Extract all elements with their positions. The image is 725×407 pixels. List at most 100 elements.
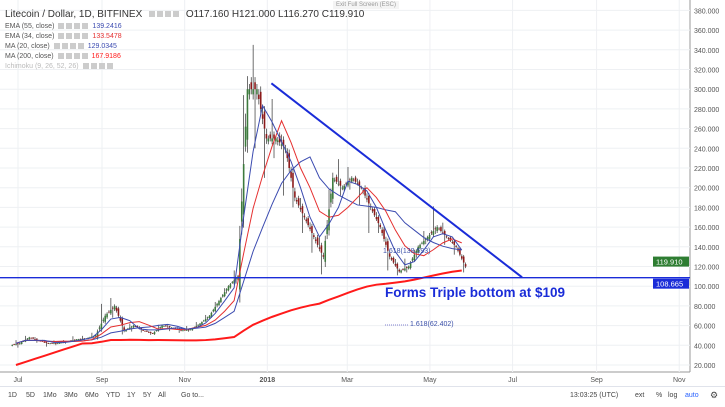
candle-body — [130, 326, 133, 328]
candle-body — [352, 179, 355, 181]
candle-body — [239, 238, 241, 290]
candle-body — [261, 114, 264, 119]
candle-body — [379, 224, 382, 228]
indicator-label[interactable]: MA (20, close) — [5, 43, 50, 50]
candle-body — [58, 342, 61, 344]
candle-body — [277, 140, 279, 142]
indicator-row: EMA (34, close) 133.5478 — [5, 32, 364, 42]
indicator-label[interactable]: Ichimoku (9, 26, 52, 26) — [5, 63, 79, 70]
settings-gear-icon[interactable]: ⚙ — [710, 390, 719, 400]
indicator-buttons[interactable] — [58, 33, 89, 40]
indicator-label[interactable]: EMA (34, close) — [5, 33, 55, 40]
candle-body — [381, 229, 383, 234]
price-chart[interactable]: 20.000 40.000 60.000 80.000 100.000 120.000 14… — [0, 0, 725, 386]
indicator-buttons[interactable] — [58, 23, 89, 30]
candle-body — [273, 134, 275, 139]
candle-body — [17, 343, 19, 345]
symbol-buttons[interactable] — [149, 11, 180, 18]
candle-body — [419, 244, 421, 249]
goto-button[interactable]: Go to... — [181, 392, 204, 399]
indicator-row: EMA (55, close) 139.2416 — [5, 22, 364, 32]
range-ytd[interactable]: YTD — [106, 392, 120, 399]
candle-body — [45, 341, 48, 343]
y-tick-label: 20.000 — [694, 363, 716, 370]
candle-body — [316, 237, 319, 245]
candle-body — [396, 263, 399, 269]
candle-body — [354, 177, 357, 182]
chart-legend: Litecoin / Dollar, 1D, BITFINEX O117.160… — [5, 9, 364, 72]
y-tick-label: 300.000 — [694, 87, 719, 94]
range-1d[interactable]: 1D — [8, 392, 17, 399]
candle-body — [235, 278, 237, 280]
candle-body — [244, 126, 247, 147]
candle-body — [294, 191, 296, 198]
candle-body — [115, 307, 118, 311]
candle-body — [72, 340, 74, 341]
candle-body — [94, 335, 97, 337]
candle-body — [339, 180, 342, 186]
symbol-title[interactable]: Litecoin / Dollar, 1D, BITFINEX — [5, 9, 143, 20]
candle-body — [180, 330, 182, 332]
y-tick-label: 220.000 — [694, 166, 719, 173]
range-5d[interactable]: 5D — [26, 392, 35, 399]
ext-toggle[interactable]: ext — [635, 392, 645, 399]
candle-body — [301, 206, 304, 214]
exit-fullscreen-hint[interactable]: Exit Full Screen (ESC) — [333, 1, 400, 9]
candle-body — [212, 309, 215, 312]
candle-body — [96, 331, 99, 338]
bottom-toolbar: 1D 5D 1Mo 3Mo 6Mo YTD 1Y 5Y All Go to...… — [0, 386, 725, 404]
x-tick-label: Nov — [673, 377, 686, 384]
candle-body — [385, 241, 387, 245]
indicator-label[interactable]: MA (200, close) — [5, 53, 54, 60]
candle-body — [434, 228, 437, 230]
candle-body — [148, 332, 150, 333]
candle-body — [387, 241, 389, 251]
ohlc-high: H121.000 — [231, 9, 276, 20]
fib-label-2: 1.618(62.402) — [410, 321, 454, 328]
candle-body — [402, 269, 404, 270]
candle-body — [426, 236, 429, 241]
indicator-buttons[interactable] — [82, 63, 113, 70]
percent-toggle[interactable]: % — [656, 392, 663, 399]
range-3mo[interactable]: 3Mo — [64, 392, 78, 399]
candle-body — [218, 300, 220, 306]
candle-body — [297, 198, 300, 206]
candle-body — [299, 207, 302, 210]
candle-body — [252, 89, 254, 95]
auto-toggle[interactable]: auto — [685, 392, 699, 399]
range-1mo[interactable]: 1Mo — [43, 392, 57, 399]
log-toggle[interactable]: log — [668, 392, 678, 399]
candle-body — [229, 284, 232, 288]
candle-body — [394, 263, 397, 266]
indicator-list: EMA (55, close) 139.2416 EMA (34, close) 13… — [5, 22, 364, 72]
candle-body — [165, 325, 167, 327]
candle-body — [242, 164, 245, 215]
indicator-buttons[interactable] — [53, 43, 84, 50]
range-6mo[interactable]: 6Mo — [85, 392, 99, 399]
indicator-value: 139.2416 — [92, 23, 122, 30]
candle-body — [307, 218, 309, 226]
range-all[interactable]: All — [158, 392, 166, 399]
y-tick-label: 80.000 — [694, 304, 716, 311]
range-1y[interactable]: 1Y — [127, 392, 136, 399]
triple-bottom-annotation: Forms Triple bottom at $109 — [385, 285, 566, 300]
indicator-label[interactable]: EMA (55, close) — [5, 23, 55, 30]
y-tick-label: 200.000 — [694, 186, 719, 193]
range-5y[interactable]: 5Y — [143, 392, 152, 399]
candle-body — [100, 323, 103, 330]
candle-body — [227, 286, 230, 291]
indicator-row: MA (200, close) 167.9186 — [5, 52, 364, 62]
candle-body — [442, 232, 444, 234]
candle-body — [415, 250, 418, 253]
indicator-buttons[interactable] — [57, 53, 88, 60]
candle-body — [447, 238, 450, 239]
ma-line — [15, 104, 463, 344]
candle-body — [248, 89, 251, 95]
y-tick-label: 260.000 — [694, 127, 719, 134]
y-tick-label: 360.000 — [694, 28, 719, 35]
candle-body — [216, 303, 218, 306]
candle-body — [111, 307, 114, 309]
candle-body — [142, 330, 144, 331]
candle-body — [309, 227, 311, 230]
candle-body — [411, 258, 414, 261]
